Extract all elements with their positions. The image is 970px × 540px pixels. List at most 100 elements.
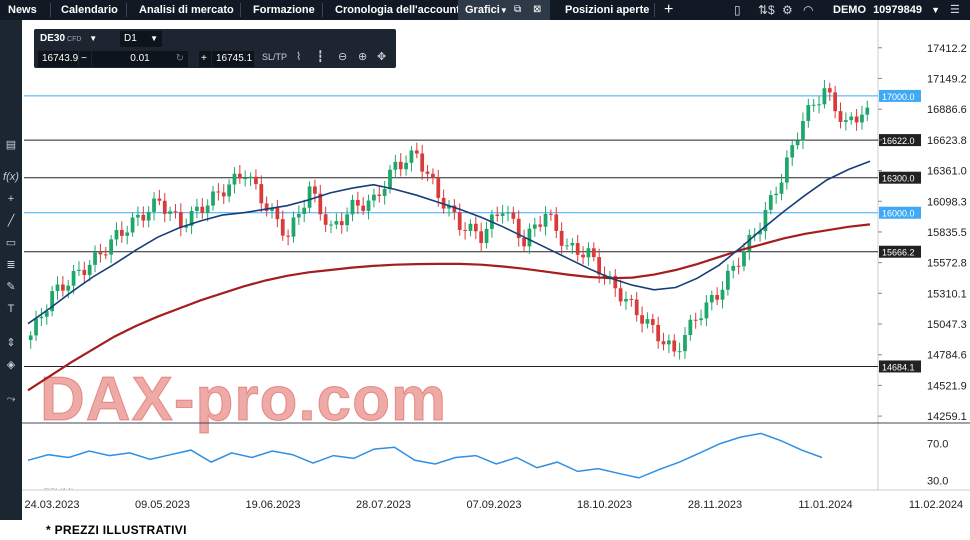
- candle-body: [624, 298, 628, 302]
- zoom-out-icon[interactable]: ⊖: [338, 51, 348, 63]
- move-icon[interactable]: ✥: [377, 51, 387, 63]
- candle-body: [355, 199, 360, 206]
- candle-body: [87, 264, 92, 275]
- candle-body: [109, 239, 114, 255]
- candle-body: [854, 116, 859, 123]
- pencil-icon[interactable]: ✎: [6, 281, 16, 293]
- candle-body: [184, 225, 189, 228]
- timeframe-value: D1: [124, 33, 137, 44]
- candle-body: [683, 335, 687, 352]
- tab-separator: [240, 3, 241, 17]
- candle-body: [44, 311, 49, 317]
- x-tick-label: 11.02.2024: [909, 499, 963, 511]
- tab-grafici-label: Grafici: [465, 4, 500, 16]
- y-tick-label: 16886.6: [927, 104, 967, 116]
- ma-fast-line: [27, 160, 871, 325]
- trendline-icon[interactable]: ╱: [7, 215, 15, 227]
- line-chart-icon[interactable]: ⌇: [296, 51, 302, 63]
- y-tick-label: 16098.3: [927, 196, 967, 208]
- candle-body: [656, 324, 661, 342]
- candle-body: [221, 192, 226, 197]
- y-tick-label: 14259.1: [927, 411, 967, 423]
- candle-body: [763, 209, 768, 232]
- candle-body: [436, 178, 441, 198]
- candle-body: [543, 213, 548, 227]
- candles-icon[interactable]: ┇: [317, 51, 324, 63]
- candle-body: [849, 116, 854, 121]
- candle-body: [613, 275, 618, 289]
- candle-body: [77, 269, 81, 271]
- candle-body: [575, 243, 580, 255]
- candle-body: [318, 193, 323, 215]
- candle-body: [447, 205, 451, 209]
- bid-price[interactable]: 16743.9: [38, 51, 78, 67]
- candle-body: [39, 316, 44, 319]
- candle-body: [827, 88, 832, 93]
- decrease-volume-button[interactable]: −: [79, 51, 91, 67]
- increase-volume-button[interactable]: +: [199, 51, 211, 67]
- candle-body: [103, 254, 108, 256]
- timeframe-selector[interactable]: D1 ▼: [120, 31, 162, 47]
- candle-body: [162, 200, 167, 214]
- dollar-transfer-icon[interactable]: ⇅$: [758, 3, 775, 17]
- close-icon[interactable]: ⊠: [533, 4, 542, 15]
- instrument-type: CFD: [67, 36, 82, 43]
- candle-body: [463, 229, 467, 231]
- tab-separator: [126, 3, 127, 17]
- menu-icon[interactable]: ☰: [950, 4, 960, 16]
- sltp-button[interactable]: SL/TP: [262, 52, 288, 62]
- candle-body: [650, 319, 655, 325]
- tab-cronologia-account[interactable]: Cronologia dell'account: [335, 4, 460, 16]
- chart-type-icon[interactable]: ▤: [5, 139, 17, 151]
- account-selector[interactable]: DEMO 10979849 ▼: [833, 0, 940, 20]
- candle-body: [479, 231, 484, 244]
- tab-posizioni-aperte[interactable]: Posizioni aperte: [565, 4, 650, 16]
- settings-icon[interactable]: ⚙: [782, 3, 793, 17]
- candle-body: [742, 251, 746, 267]
- ask-price[interactable]: 16745.1: [212, 51, 254, 67]
- measure-icon[interactable]: ⇕: [6, 337, 16, 349]
- tab-analisi-di-mercato[interactable]: Analisi di mercato: [139, 4, 234, 16]
- candle-body: [141, 214, 146, 221]
- candle-body: [414, 150, 419, 154]
- layout-icon[interactable]: ▯: [734, 3, 741, 17]
- candle-body: [146, 211, 151, 221]
- candle-body: [452, 205, 457, 213]
- share-icon[interactable]: ⤳: [6, 393, 16, 405]
- symbol-selector[interactable]: DE30 CFD ▼: [36, 31, 116, 47]
- tab-separator: [50, 3, 51, 17]
- candle-body: [189, 210, 194, 226]
- candle-body: [581, 254, 585, 258]
- candle-body: [275, 207, 280, 220]
- tab-separator: [322, 3, 323, 17]
- layers-icon[interactable]: ◈: [6, 359, 16, 371]
- candle-body: [98, 252, 103, 255]
- text-tool-icon[interactable]: T: [7, 303, 15, 315]
- crosshair-icon[interactable]: +: [7, 193, 15, 205]
- candle-body: [822, 88, 827, 105]
- tab-news[interactable]: News: [8, 4, 37, 16]
- wifi-icon: ◠: [803, 3, 814, 17]
- candle-body: [286, 235, 290, 237]
- candle-body: [34, 318, 38, 336]
- candle-body: [667, 340, 671, 345]
- tab-formazione[interactable]: Formazione: [253, 4, 315, 16]
- fibonacci-icon[interactable]: ≣: [6, 259, 16, 271]
- zoom-in-icon[interactable]: ⊕: [358, 51, 368, 63]
- volume-input[interactable]: 0.01 ↻: [92, 51, 188, 67]
- chevron-down-icon: ▼: [89, 34, 98, 43]
- level-label: 15666.2: [882, 248, 915, 258]
- undock-icon[interactable]: ⧉: [514, 4, 522, 15]
- candle-body: [801, 120, 805, 141]
- rectangle-icon[interactable]: ▭: [5, 237, 17, 249]
- candle-body: [372, 194, 376, 201]
- candle-body: [243, 178, 248, 180]
- candle-body: [506, 212, 510, 214]
- indicator-fx-icon[interactable]: f(x): [3, 171, 19, 183]
- tab-calendario[interactable]: Calendario: [61, 4, 118, 16]
- candle-body: [302, 207, 307, 214]
- plus-icon[interactable]: +: [664, 1, 674, 18]
- price-chart[interactable]: DAX-pro.com 17000.0 16622.0 16300.0 16000.0 1…: [22, 20, 970, 520]
- candle-body: [747, 234, 752, 252]
- tab-grafici[interactable]: Grafici▼ ⧉ ⊠: [458, 0, 550, 20]
